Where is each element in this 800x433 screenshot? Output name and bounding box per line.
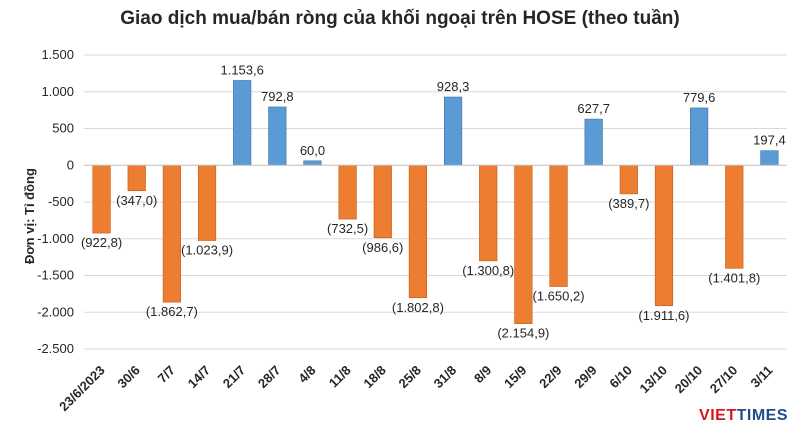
y-tick-label: -2.000 (37, 304, 74, 319)
bar (162, 164, 181, 303)
x-tick-label: 25/8 (396, 363, 425, 392)
bar (479, 164, 498, 262)
y-tick-label: -500 (48, 194, 74, 209)
bar (514, 164, 533, 324)
data-label: 779,6 (683, 90, 716, 105)
x-tick-label: 30/6 (114, 363, 143, 392)
x-tick-label: 13/10 (636, 363, 670, 397)
data-label: (1.911,6) (638, 308, 689, 323)
data-label: (347,0) (116, 193, 157, 208)
y-tick-label: 1.500 (41, 47, 74, 62)
data-label: (732,5) (327, 221, 368, 236)
data-label: 60,0 (300, 143, 325, 158)
y-tick-label: -2.500 (37, 341, 74, 356)
x-tick-label: 6/10 (606, 363, 635, 392)
x-tick-label: 14/7 (185, 363, 214, 392)
x-tick-label: 22/9 (536, 363, 565, 392)
data-label: 627,7 (577, 101, 610, 116)
x-tick-label: 27/10 (707, 363, 741, 397)
data-label: 197,4 (753, 133, 786, 148)
x-tick-label: 23/6/2023 (56, 363, 108, 415)
bar (197, 164, 217, 241)
y-tick-label: 0 (67, 157, 74, 172)
data-label: 792,8 (261, 89, 294, 104)
data-label: (1.401,8) (708, 270, 760, 285)
y-axis-title: Đơn vị: Tỉ đồng (22, 168, 37, 264)
data-label: (2.154,9) (497, 326, 549, 341)
y-tick-label: -1.000 (37, 231, 74, 246)
y-tick-label: 1.000 (41, 84, 74, 99)
viettimes-logo: VIETTIMES (699, 407, 788, 425)
x-tick-label: 20/10 (672, 363, 706, 397)
x-tick-label: 4/8 (295, 363, 318, 386)
bar (725, 164, 744, 269)
bar (690, 107, 709, 166)
logo-viet: VIET (699, 407, 737, 424)
x-tick-label: 31/8 (431, 363, 460, 392)
bar (92, 164, 111, 234)
bars (92, 80, 779, 324)
data-label: 928,3 (437, 79, 470, 94)
bar (408, 164, 428, 299)
x-tick-label: 15/9 (501, 363, 530, 392)
x-tick-label: 21/7 (220, 363, 249, 392)
chart-title: Giao dịch mua/bán ròng của khối ngoại tr… (120, 8, 680, 29)
bar (338, 164, 357, 220)
logo-times: TIMES (736, 407, 788, 424)
data-label: (1.023,9) (181, 243, 233, 258)
bar (373, 164, 392, 239)
bar (443, 96, 463, 166)
data-label: (1.650,2) (533, 289, 585, 304)
x-tick-label: 18/8 (360, 363, 389, 392)
data-label: (1.802,8) (392, 300, 444, 315)
y-tick-label: 500 (52, 121, 74, 136)
bar (654, 164, 674, 307)
bar (233, 80, 252, 166)
bar (303, 160, 322, 166)
bar (268, 106, 287, 166)
bar (619, 164, 638, 195)
data-label: 1.153,6 (220, 62, 263, 77)
data-label: (389,7) (608, 196, 649, 211)
x-tick-label: 11/8 (326, 363, 354, 391)
x-tick-label: 28/7 (255, 363, 284, 392)
data-label: (1.300,8) (462, 263, 514, 278)
data-label: (1.862,7) (146, 304, 198, 319)
x-tick-label: 7/7 (155, 363, 178, 386)
bar (584, 118, 603, 166)
x-tick-label: 3/11 (748, 363, 776, 391)
data-labels: (922,8) (347,0) (1.862,7) (1.023,9) 1.153,6 7… (81, 62, 786, 340)
bar (549, 164, 568, 287)
data-label: (922,8) (81, 235, 122, 250)
y-tick-label: -1.500 (37, 268, 74, 283)
bar (760, 150, 779, 166)
data-label: (986,6) (362, 240, 403, 255)
x-tick-label: 29/9 (571, 363, 600, 392)
bar (127, 164, 146, 192)
x-tick-label: 8/9 (471, 363, 494, 386)
